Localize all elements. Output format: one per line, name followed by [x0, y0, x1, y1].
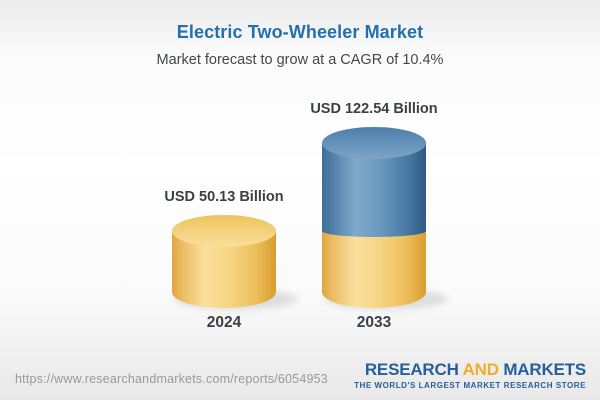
source-url: https://www.researchandmarkets.com/repor…	[15, 372, 328, 386]
bar-2024-top	[172, 215, 276, 247]
bar-2024-body	[172, 231, 276, 308]
year-label-2024: 2024	[206, 314, 242, 331]
value-label-2033: USD 122.54 Billion	[310, 101, 438, 117]
bar-2033-base-segment	[322, 229, 426, 308]
value-label-2024: USD 50.13 Billion	[164, 189, 284, 205]
bar-2024-cylinder	[172, 215, 298, 309]
logo-markets: MARKETS	[503, 360, 586, 379]
research-and-markets-logo: RESEARCH AND MARKETS THE WORLD'S LARGEST…	[354, 361, 586, 390]
bar-2033-cylinder	[322, 127, 448, 309]
year-label-2033: 2033	[356, 314, 392, 331]
cylinder-bar-chart	[172, 127, 448, 309]
logo-wordmark: RESEARCH AND MARKETS	[354, 361, 586, 378]
logo-and: AND	[462, 360, 499, 379]
chart-subtitle: Market forecast to grow at a CAGR of 10.…	[156, 52, 444, 68]
chart-title: Electric Two-Wheeler Market	[176, 22, 424, 42]
bar-2033-growth-segment	[322, 143, 426, 237]
logo-tagline: THE WORLD'S LARGEST MARKET RESEARCH STOR…	[354, 381, 586, 390]
logo-research: RESEARCH	[364, 360, 459, 379]
bar-2033-top	[322, 127, 426, 159]
